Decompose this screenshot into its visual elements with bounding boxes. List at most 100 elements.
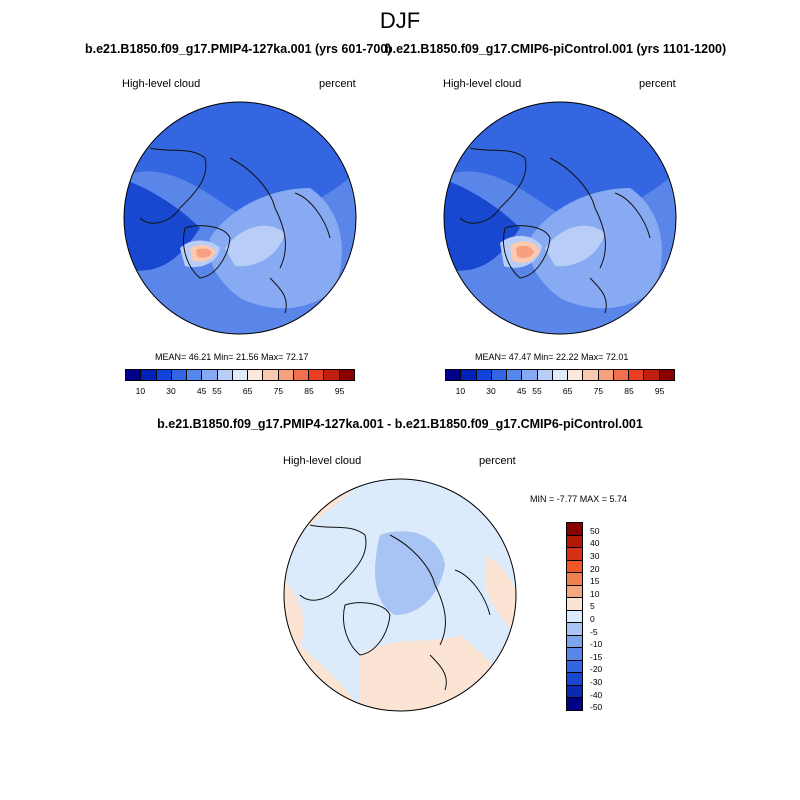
left-map-band-mid — [124, 102, 356, 216]
diff-colorbar-swatch — [567, 684, 582, 698]
diff-colorbar-label: -10 — [590, 639, 603, 650]
diff-map-warm-east — [485, 555, 516, 635]
left-polar-map — [123, 101, 357, 335]
diff-colorbar-swatch — [567, 523, 582, 535]
right-colorbar-swatch — [521, 370, 537, 380]
left-colorbar-tick-label: 75 — [273, 386, 284, 396]
diff-variable-label: High-level cloud — [283, 455, 362, 467]
diff-colorbar — [566, 522, 583, 711]
right-colorbar-swatch — [460, 370, 476, 380]
right-colorbar-swatch — [658, 370, 674, 380]
right-map-band-deep — [444, 178, 520, 271]
right-colorbar-swatch — [536, 370, 552, 380]
left-colorbar-swatch — [170, 370, 187, 380]
left-colorbar-swatch — [247, 370, 263, 380]
right-coastlines — [459, 147, 651, 314]
diff-colorbar-swatch — [567, 622, 582, 635]
left-colorbar-ticks: 10 30 45 55 65 75 85 95 — [125, 386, 355, 398]
right-colorbar-tick-label: 30 — [486, 386, 496, 396]
left-colorbar-tick-label: 95 — [334, 386, 345, 396]
left-colorbar-swatch — [216, 370, 232, 380]
right-colorbar-swatch — [597, 370, 613, 380]
right-stats: MEAN= 47.47 Min= 22.22 Max= 72.01 — [475, 352, 629, 362]
left-map-pale-region — [225, 225, 285, 267]
left-colorbar-swatch — [292, 370, 309, 380]
right-map-band-mid — [444, 102, 676, 216]
right-colorbar-swatch — [551, 370, 568, 380]
diff-colorbar-swatch — [567, 634, 582, 648]
diff-colorbar-label: 5 — [590, 601, 595, 612]
diff-panel-title: b.e21.B1850.f09_g17.PMIP4-127ka.001 - b.… — [157, 417, 643, 431]
right-colorbar-swatch — [643, 370, 659, 380]
diff-units-label: percent — [479, 455, 516, 467]
diff-colorbar-swatch — [567, 609, 582, 623]
right-colorbar-swatch — [506, 370, 522, 380]
diff-colorbar-label: -50 — [590, 702, 603, 713]
left-colorbar-swatch — [186, 370, 202, 380]
left-coastlines — [139, 147, 331, 314]
right-units-label: percent — [639, 78, 676, 90]
diff-colorbar-swatch — [567, 559, 582, 573]
diff-colorbar-label: -20 — [590, 664, 603, 675]
right-colorbar-ticks: 10 30 45 55 65 75 85 95 — [445, 386, 675, 398]
left-colorbar-tick-label: 65 — [242, 386, 253, 396]
right-colorbar-tick-label: 75 — [593, 386, 604, 396]
diff-colorbar-label: 50 — [590, 525, 600, 536]
left-variable-label: High-level cloud — [122, 78, 201, 90]
diff-colorbar-label: 40 — [590, 538, 600, 549]
right-colorbar-swatch — [446, 370, 461, 380]
diff-colorbar-swatch — [567, 597, 582, 610]
left-colorbar-swatch — [140, 370, 156, 380]
left-panel-title: b.e21.B1850.f09_g17.PMIP4-127ka.001 (yrs… — [85, 42, 392, 56]
left-map-hot-core — [196, 248, 212, 258]
right-map-border — [443, 101, 677, 335]
diff-colorbar-label: -15 — [590, 651, 603, 662]
diff-colorbar-label: -40 — [590, 689, 603, 700]
diff-colorbar-swatch — [567, 697, 582, 710]
diff-colorbar-swatch — [567, 672, 582, 685]
right-colorbar-tick-label: 85 — [624, 386, 634, 396]
right-panel-title: b.e21.B1850.f09_g17.CMIP6-piControl.001 … — [385, 42, 727, 56]
diff-colorbar-labels: 50 40 30 20 15 10 5 0 -5 -10 -15 -20 -30 -40 -50 — [590, 522, 620, 713]
diff-colorbar-swatch — [567, 534, 582, 548]
left-units-label: percent — [319, 78, 356, 90]
left-colorbar-swatch — [277, 370, 293, 380]
right-colorbar-tick-label: 55 — [532, 386, 542, 396]
diff-colorbar-label: 10 — [590, 588, 600, 599]
left-map-border — [123, 101, 357, 335]
diff-colorbar-label: 15 — [590, 576, 600, 587]
left-colorbar-swatch — [231, 370, 248, 380]
diff-colorbar-label: -30 — [590, 677, 603, 688]
diff-colorbar-label: 30 — [590, 551, 600, 562]
right-colorbar-tick-label: 65 — [562, 386, 573, 396]
left-map-band-deep — [124, 178, 200, 271]
right-colorbar-swatch — [612, 370, 629, 380]
diff-minmax: MIN = -7.77 MAX = 5.74 — [530, 494, 628, 504]
left-colorbar-tick-label: 85 — [304, 386, 314, 396]
left-colorbar-swatch — [126, 370, 141, 380]
left-colorbar-swatch — [308, 370, 324, 380]
left-colorbar-swatch — [338, 370, 354, 380]
diff-coastlines — [299, 524, 491, 691]
right-colorbar-tick-label: 45 — [516, 386, 527, 396]
diff-colorbar-label: 0 — [590, 614, 595, 625]
right-colorbar-swatch — [628, 370, 644, 380]
diff-colorbar-swatch — [567, 572, 582, 585]
left-colorbar-tick-label: 30 — [166, 386, 176, 396]
right-colorbar-tick-label: 95 — [654, 386, 665, 396]
diff-colorbar-swatch — [567, 584, 582, 598]
left-colorbar-swatch — [201, 370, 217, 380]
right-map-hot-core — [516, 245, 534, 259]
left-colorbar-tick-label: 55 — [212, 386, 222, 396]
right-colorbar — [445, 369, 675, 381]
left-colorbar-tick-label: 10 — [135, 386, 146, 396]
right-variable-label: High-level cloud — [443, 78, 522, 90]
diff-map-cool-center — [375, 531, 445, 615]
right-colorbar-swatch — [567, 370, 583, 380]
diff-polar-map — [283, 478, 517, 712]
left-colorbar-swatch — [262, 370, 278, 380]
diff-map-border — [283, 478, 517, 712]
diff-colorbar-label: -5 — [590, 626, 598, 637]
figure-title: DJF — [379, 8, 421, 33]
right-map-pale-region — [545, 225, 605, 267]
